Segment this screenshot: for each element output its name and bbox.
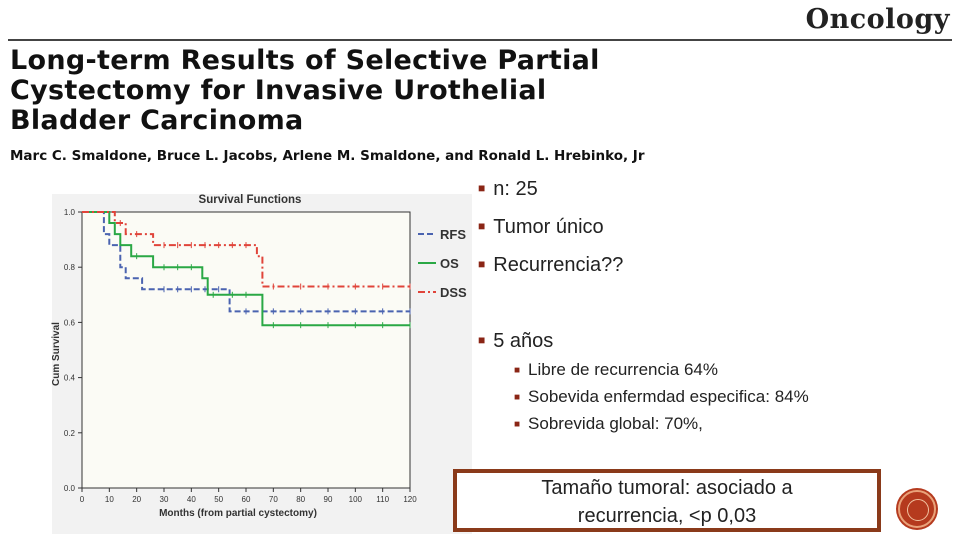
legend-label-dss: DSS <box>440 285 467 300</box>
y-tick-label: 0.2 <box>64 429 76 438</box>
bullet-square-icon: ■ <box>478 181 486 195</box>
callout-line-1: Tamaño tumoral: asociado a <box>541 477 793 499</box>
callout-box: Tamaño tumoral: asociado a recurrencia, … <box>453 469 881 532</box>
bullet-n-text: n: 25 <box>493 178 538 200</box>
y-tick-label: 1.0 <box>64 208 76 217</box>
header-divider <box>8 39 952 41</box>
sub-bullet-dss: ■ Sobevida enfermdad especifica: 84% <box>514 387 809 407</box>
bullet-five-years-text: 5 años <box>493 330 554 352</box>
x-tick-label: 40 <box>187 495 196 504</box>
x-tick-label: 30 <box>160 495 169 504</box>
series-line-rfs <box>82 211 410 313</box>
bullet-tumor: ■ Tumor único <box>478 216 604 239</box>
sub-bullet-rfs-text: Libre de recurrencia 64% <box>528 360 718 379</box>
bullet-recurrence: ■ Recurrencia?? <box>478 254 623 277</box>
x-tick-label: 60 <box>242 495 251 504</box>
bullet-n: ■ n: 25 <box>478 178 538 201</box>
callout-line-2: recurrencia, <p 0,03 <box>577 505 757 527</box>
journal-name: Oncology <box>805 4 950 35</box>
bullet-square-icon: ■ <box>478 257 486 271</box>
x-tick-label: 0 <box>80 495 85 504</box>
chart-title: Survival Functions <box>199 194 302 206</box>
bullet-five-years: ■ 5 años <box>478 330 553 353</box>
bullet-square-icon: ■ <box>478 333 486 347</box>
legend-label-rfs: RFS <box>440 227 466 242</box>
slide-title: Long-term Results of Selective Partial C… <box>10 46 910 136</box>
y-tick-label: 0.8 <box>64 263 76 272</box>
title-line-1: Long-term Results of Selective Partial <box>10 45 600 76</box>
survival-chart-svg: Survival Functions 0.0 0.2 0.4 0.6 0.8 1.0 0 10 2… <box>51 194 472 534</box>
y-axis-label: Cum Survival <box>51 322 62 386</box>
y-tick-label: 0.0 <box>64 484 76 493</box>
y-tick-label: 0.6 <box>64 318 76 327</box>
logo-ring <box>907 499 929 521</box>
authors-line: Marc C. Smaldone, Bruce L. Jacobs, Arlen… <box>10 148 645 164</box>
x-tick-label: 80 <box>296 495 305 504</box>
title-line-3: Bladder Carcinoma <box>10 105 304 136</box>
survival-chart: Survival Functions 0.0 0.2 0.4 0.6 0.8 1.0 0 10 2… <box>0 176 480 536</box>
x-tick-label: 10 <box>105 495 114 504</box>
sub-bullet-os-text: Sobrevida global: 70%, <box>528 414 703 433</box>
sub-bullet-dss-text: Sobevida enfermdad especifica: 84% <box>528 387 809 406</box>
bullet-tumor-text: Tumor único <box>493 216 604 238</box>
series-line-os <box>82 211 410 327</box>
x-tick-label: 50 <box>214 495 223 504</box>
series-line-dss <box>82 211 410 288</box>
x-tick-label: 120 <box>403 495 417 504</box>
logo-badge-icon <box>898 490 936 528</box>
sub-bullet-square-icon: ■ <box>514 392 521 403</box>
sub-bullet-square-icon: ■ <box>514 365 521 376</box>
x-tick-label: 100 <box>349 495 363 504</box>
x-axis-label: Months (from partial cystectomy) <box>159 508 317 519</box>
bullet-recurrence-text: Recurrencia?? <box>493 254 624 276</box>
x-tick-label: 20 <box>132 495 141 504</box>
x-tick-label: 110 <box>376 495 389 504</box>
x-tick-label: 70 <box>269 495 278 504</box>
legend-label-os: OS <box>440 256 459 271</box>
sub-bullet-rfs: ■ Libre de recurrencia 64% <box>514 360 718 380</box>
sub-bullet-os: ■ Sobrevida global: 70%, <box>514 414 703 434</box>
y-tick-label: 0.4 <box>64 374 76 383</box>
title-line-2: Cystectomy for Invasive Urothelial <box>10 75 547 106</box>
x-tick-label: 90 <box>324 495 333 504</box>
sub-bullet-square-icon: ■ <box>514 419 521 430</box>
bullet-square-icon: ■ <box>478 219 486 233</box>
